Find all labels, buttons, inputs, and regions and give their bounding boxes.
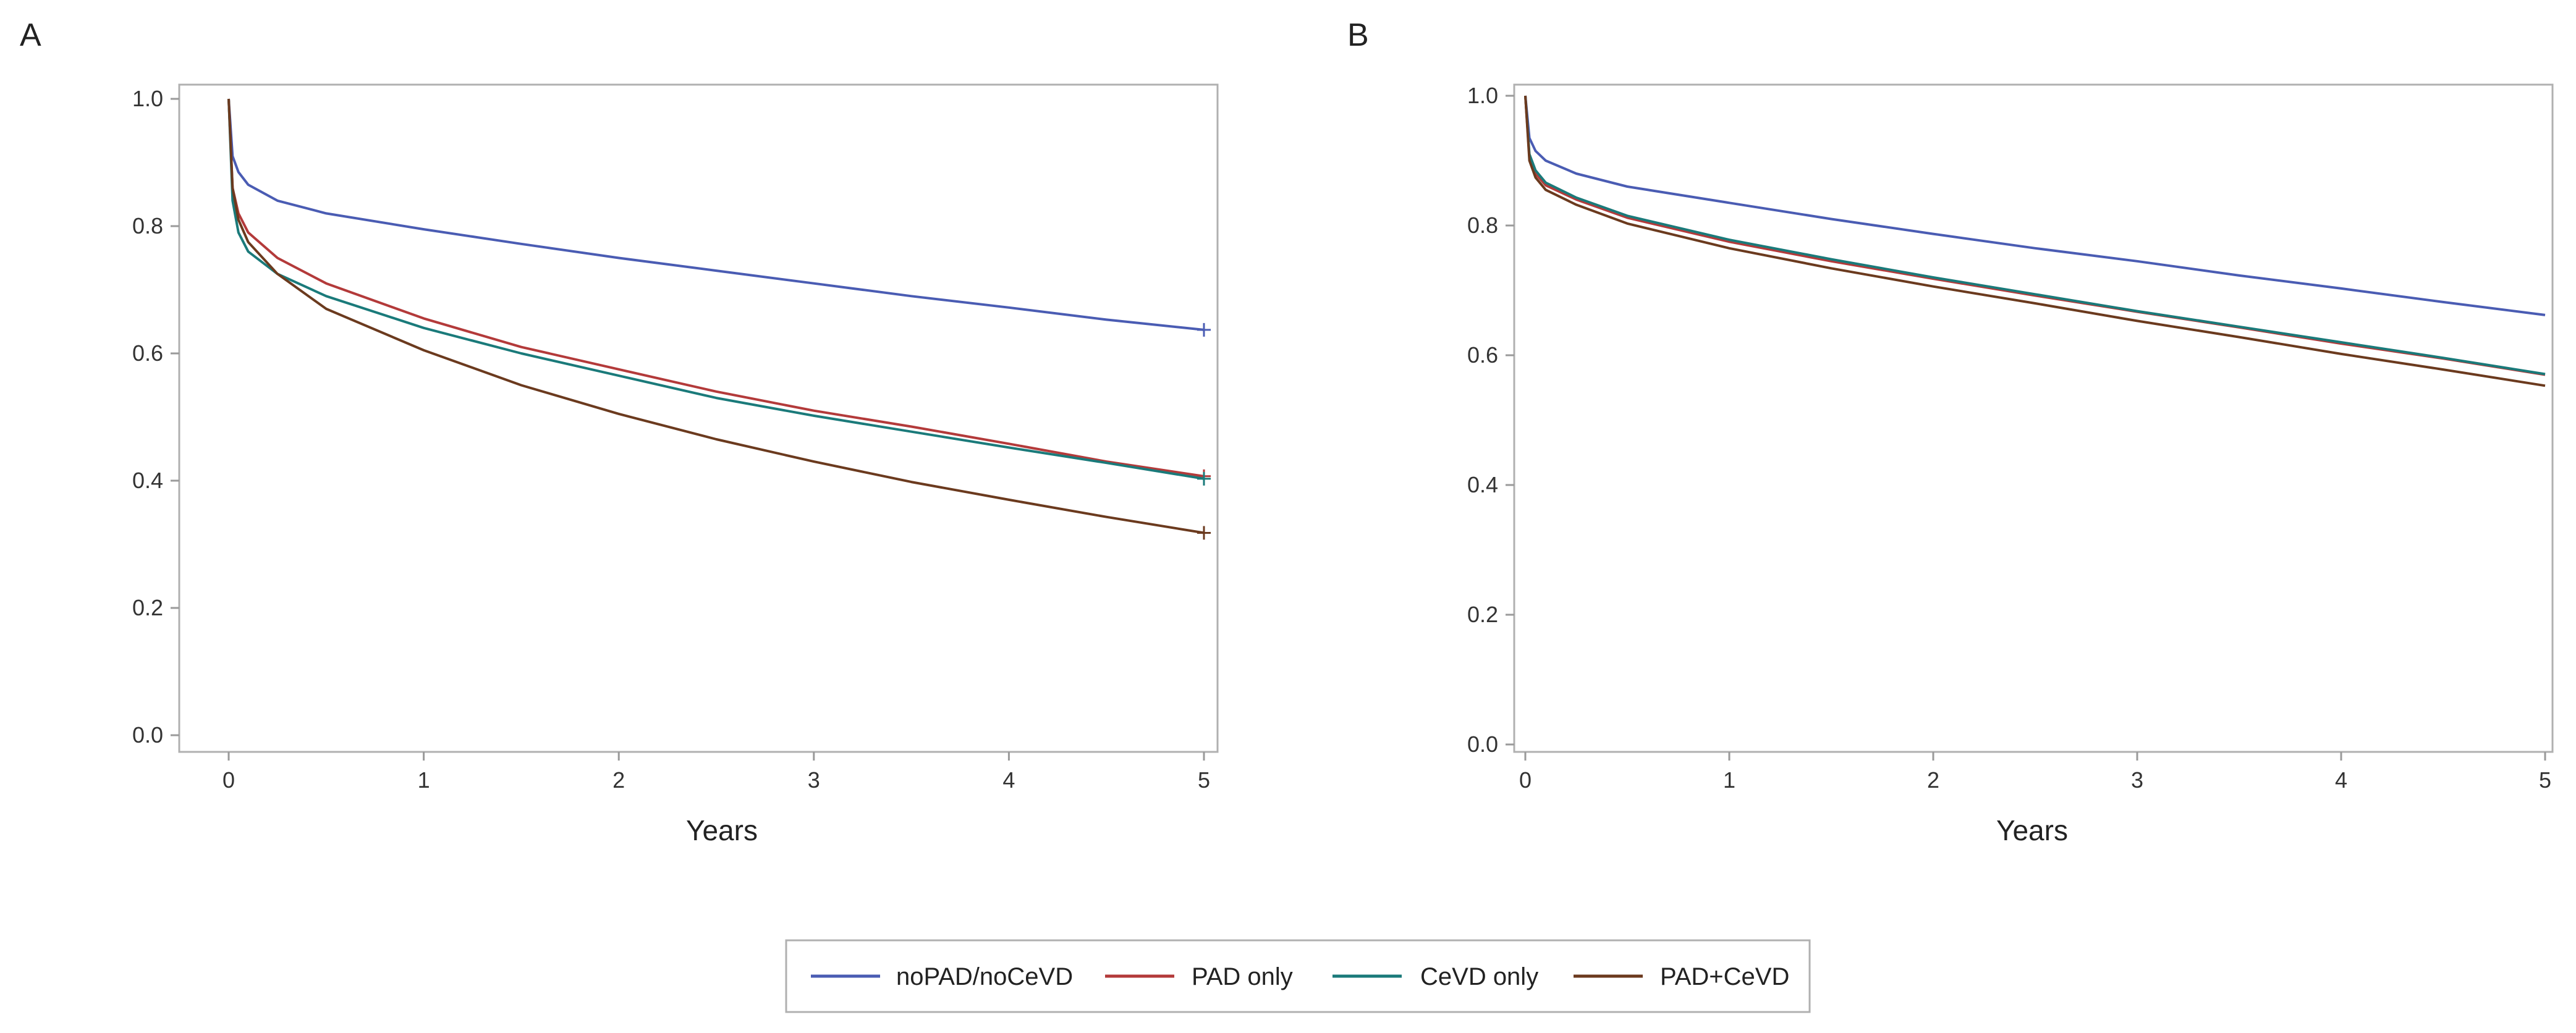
legend-label-nopad-nocevd: noPAD/noCeVD xyxy=(896,963,1073,990)
panel-a-x-tick-label: 1 xyxy=(418,767,430,793)
panel-a-y-axis: 0.0 0.2 0.4 0.6 0.8 1.0 xyxy=(132,86,179,748)
panel-b-series-cevd-only xyxy=(1524,95,2546,376)
panel-b-label: B xyxy=(1347,17,1369,53)
panel-a-series-pad-cevd xyxy=(227,98,1205,534)
panel-b-x-tick-label: 5 xyxy=(2539,767,2551,793)
panel-a-series xyxy=(227,98,1211,540)
panel-a-label: A xyxy=(20,17,41,53)
panel-b-series-pad-cevd xyxy=(1524,95,2546,387)
panel-a-series-pad-only xyxy=(227,98,1205,478)
panel-b-x-axis: 0 1 2 3 4 5 xyxy=(1519,752,2551,793)
panel-b-x-tick-label: 4 xyxy=(2335,767,2347,793)
legend-label-pad-cevd: PAD+CeVD xyxy=(1660,963,1789,990)
panel-a-y-tick-label: 0.2 xyxy=(132,595,163,620)
panel-b-y-tick-label: 0.8 xyxy=(1467,213,1498,238)
panel-a-y-tick-label: 0.4 xyxy=(132,468,163,493)
panel-a-x-tick-label: 3 xyxy=(808,767,820,793)
panel-b-x-tick-label: 0 xyxy=(1519,767,1532,793)
panel-a-plot-frame xyxy=(178,83,1219,753)
panel-a-x-axis-title: Years xyxy=(686,814,758,846)
panel-b-y-tick-label: 1.0 xyxy=(1467,83,1498,108)
panel-b-x-tick-label: 3 xyxy=(2131,767,2143,793)
panel-a-y-tick-label: 0.0 xyxy=(132,722,163,748)
panel-b-x-tick-label: 1 xyxy=(1723,767,1735,793)
panel-b-y-axis: 0.0 0.2 0.4 0.6 0.8 1.0 xyxy=(1467,83,1514,757)
panel-a-x-tick-label: 5 xyxy=(1198,767,1210,793)
panel-a-y-tick-label: 0.6 xyxy=(132,340,163,366)
panel-b-y-tick-label: 0.4 xyxy=(1467,472,1498,497)
panel-b-y-tick-label: 0.0 xyxy=(1467,732,1498,757)
panel-b-x-tick-label: 2 xyxy=(1927,767,1939,793)
panel-a-series-cevd-only xyxy=(227,98,1205,480)
panel-b: B 0.0 0.2 0.4 0.6 0.8 1.0 0 1 2 3 4 5 Years xyxy=(1347,17,2554,846)
panel-a-x-tick-label: 4 xyxy=(1002,767,1015,793)
panel-a-x-axis: 0 1 2 3 4 5 xyxy=(222,752,1210,793)
panel-b-series xyxy=(1524,95,2546,387)
panel-b-y-tick-label: 0.2 xyxy=(1467,602,1498,627)
panel-b-y-tick-label: 0.6 xyxy=(1467,342,1498,368)
panel-a-y-tick-label: 0.8 xyxy=(132,213,163,238)
panel-a-series-nopad-nocevd xyxy=(227,98,1205,331)
panel-b-series-nopad-nocevd xyxy=(1524,95,2546,316)
panel-b-x-axis-title: Years xyxy=(1996,814,2068,846)
legend: noPAD/noCeVD PAD only CeVD only PAD+CeVD xyxy=(785,939,1811,1013)
panel-a-y-tick-label: 1.0 xyxy=(132,86,163,111)
legend-label-pad-only: PAD only xyxy=(1192,963,1293,990)
legend-label-cevd-only: CeVD only xyxy=(1420,963,1538,990)
panel-b-plot-frame xyxy=(1513,83,2554,753)
panel-a: A 0.0 0.2 0.4 0.6 0.8 1.0 0 1 2 3 4 5 Years xyxy=(20,17,1219,846)
panel-a-x-tick-label: 0 xyxy=(222,767,235,793)
panel-a-x-tick-label: 2 xyxy=(612,767,625,793)
